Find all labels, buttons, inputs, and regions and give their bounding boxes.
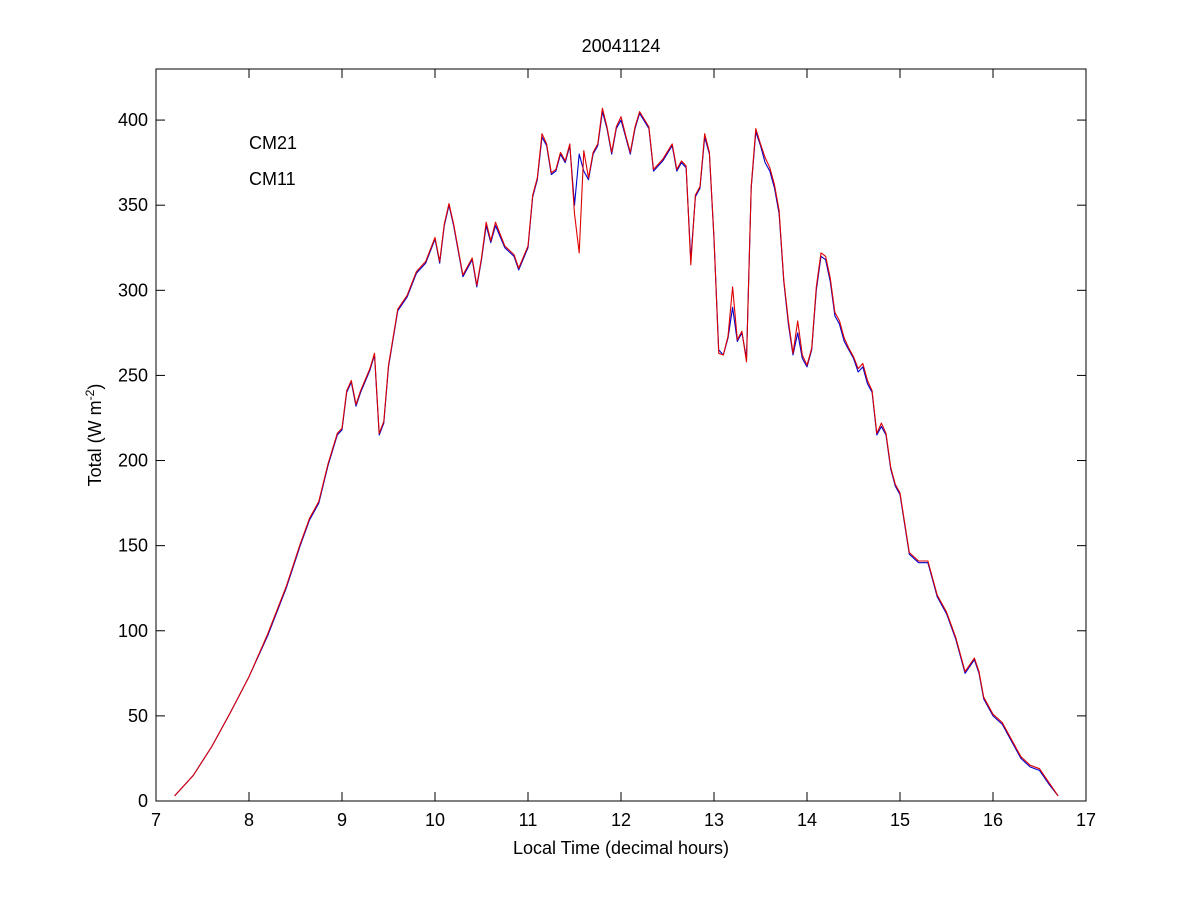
y-axis-label-main: Total (W m xyxy=(85,400,105,486)
x-tick-label: 9 xyxy=(337,810,347,830)
x-tick-label: 14 xyxy=(797,810,817,830)
plot-area xyxy=(155,68,1087,802)
chart-title: 20041124 xyxy=(582,36,661,56)
x-tick-label: 11 xyxy=(519,810,538,830)
legend-entry-cm11: CM11 xyxy=(249,169,296,189)
y-axis-label-end: ) xyxy=(85,384,105,390)
x-tick-label: 16 xyxy=(983,810,1003,830)
x-tick-label: 13 xyxy=(704,810,724,830)
series-layer xyxy=(174,107,1059,797)
y-tick-label: 350 xyxy=(118,195,148,215)
y-tick-label: 200 xyxy=(118,451,148,471)
x-tick-label: 8 xyxy=(244,810,254,830)
y-tick-label: 50 xyxy=(128,706,148,726)
y-tick-label: 250 xyxy=(118,365,148,385)
y-tick-label: 0 xyxy=(138,791,148,811)
series-line-cm11 xyxy=(174,107,1059,797)
x-axis-label: Local Time (decimal hours) xyxy=(513,838,729,858)
legend-entry-cm21: CM21 xyxy=(249,133,297,153)
axis-ticks: 7 8 9 10 11 12 13 14 15 16 17 0 50 100 150 200 250 300 350… xyxy=(118,69,1096,830)
y-tick-label: 100 xyxy=(118,621,148,641)
x-tick-label: 10 xyxy=(425,810,445,830)
x-tick-label: 12 xyxy=(611,810,631,830)
x-tick-label: 17 xyxy=(1076,810,1096,830)
y-axis-label-superscript: -2 xyxy=(83,389,97,400)
y-tick-label: 300 xyxy=(118,280,148,300)
x-tick-label: 7 xyxy=(151,810,161,830)
series-line-cm21 xyxy=(174,111,1059,797)
y-axis-label: Total (W m-2) xyxy=(83,384,105,487)
x-tick-label: 15 xyxy=(890,810,910,830)
y-tick-label: 150 xyxy=(118,536,148,556)
y-tick-label: 400 xyxy=(118,110,148,130)
